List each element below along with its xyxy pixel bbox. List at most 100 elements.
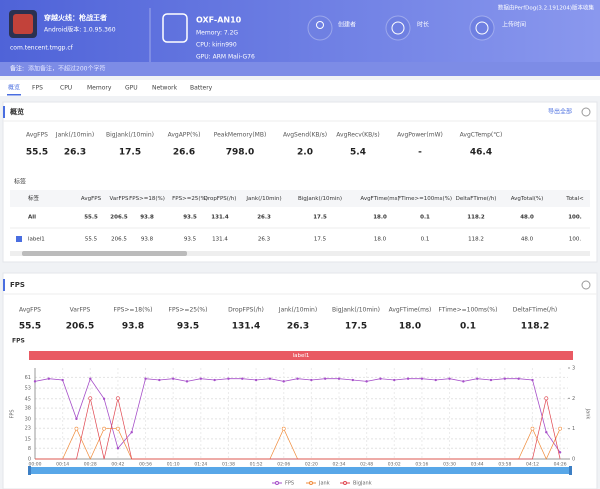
app-name: 穿越火线：枪战王者	[44, 13, 107, 22]
android-version: Android版本: 1.0.95.360	[44, 26, 116, 34]
stat-label: PeakMemory(MB)	[214, 132, 267, 139]
overview-title: 概览	[10, 107, 24, 116]
tab[interactable]: GPU	[125, 85, 138, 92]
data-point	[47, 377, 51, 380]
tab[interactable]: Battery	[190, 85, 213, 92]
table-header-cell: AvgFTime(ms)	[360, 196, 399, 202]
data-point	[558, 451, 562, 454]
stat-label: FPS>=18(%)	[114, 307, 153, 314]
upload-glyph	[475, 21, 489, 35]
stat-label: BigJank(/10min)	[332, 307, 380, 314]
tab[interactable]: Memory	[87, 85, 112, 92]
data-point	[88, 396, 93, 401]
legend-label: FPS	[285, 481, 294, 487]
data-point	[351, 378, 355, 382]
device-gpu: GPU: ARM Mali-G76	[196, 54, 255, 61]
table-cell: All	[28, 215, 36, 221]
data-point	[102, 397, 106, 400]
collapse-button[interactable]	[581, 107, 591, 117]
data-point	[379, 377, 382, 380]
table-title: 标签	[14, 178, 26, 186]
data-point	[227, 377, 230, 380]
stat-label: Jank(/10min)	[55, 132, 94, 139]
legend-marker	[343, 481, 347, 485]
data-point	[241, 377, 244, 380]
y-tick-label: 61	[25, 375, 31, 381]
tab[interactable]: CPU	[60, 85, 72, 92]
app-icon-art	[13, 14, 33, 34]
stat-label: AvgSend(KB/s)	[283, 132, 327, 139]
creator-glyph	[316, 21, 324, 29]
zoom-handle[interactable]	[28, 466, 31, 475]
data-point	[158, 378, 161, 382]
device-name: OXF-AN10	[196, 16, 242, 25]
table-cell: 48.0	[521, 237, 534, 243]
stat-value: 46.4	[470, 148, 492, 158]
y-tick-label: 23	[25, 426, 31, 432]
table-cell: 26.3	[258, 237, 271, 243]
scrollbar-thumb[interactable]	[22, 251, 187, 256]
legend-marker	[275, 481, 279, 485]
stat-label: AvgFTime(ms)	[389, 307, 432, 314]
data-point	[185, 380, 189, 383]
data-point	[462, 380, 465, 383]
duration-icon	[385, 15, 411, 41]
table-cell: 18.0	[373, 215, 387, 221]
notes-input[interactable]: 添加备注，不超过200个字符	[28, 65, 105, 73]
stat-label: VarFPS	[70, 307, 91, 314]
x-tick-label: 02:48	[360, 462, 373, 468]
stat-value: 26.3	[287, 322, 309, 332]
device-memory: Memory: 7.2G	[196, 30, 238, 37]
export-all[interactable]: 导出全部	[548, 108, 572, 116]
table-cell: 17.5	[313, 215, 327, 221]
legend-label: BigJank	[353, 481, 372, 487]
x-tick-label: 00:56	[139, 462, 152, 468]
table-cell: 17.5	[314, 237, 327, 243]
tab[interactable]: 概览	[8, 84, 20, 92]
y-tick-label: 8	[28, 446, 31, 452]
stat-label: Jank(/10min)	[278, 307, 317, 314]
tab[interactable]: FPS	[32, 85, 43, 92]
stat-value: 131.4	[232, 322, 260, 332]
stat-value: 93.8	[122, 322, 144, 332]
x-tick-label: 03:30	[443, 462, 456, 468]
data-point	[281, 426, 286, 431]
x-tick-label: 03:44	[471, 462, 484, 468]
collapse-button[interactable]	[581, 280, 591, 290]
data-point	[310, 378, 313, 382]
x-tick-label: 00:00	[29, 462, 42, 468]
section-marker	[3, 106, 5, 118]
table-header-cell: DropFPS(/h)	[204, 196, 237, 202]
fps-card	[2, 272, 598, 489]
table-header-cell: FPS>=18(%)	[129, 196, 165, 202]
table-header-cell: FTime>=100ms(%)	[398, 196, 452, 202]
series-line	[35, 398, 561, 460]
table-header-cell: AvgTotal(%)	[511, 196, 544, 202]
data-point	[517, 377, 520, 380]
duration-glyph	[391, 21, 405, 35]
notes-bar	[0, 62, 600, 76]
creator-label: 创建者	[338, 21, 356, 29]
x-tick-label: 00:28	[84, 462, 97, 468]
stat-value: 93.5	[177, 322, 199, 332]
checkbox[interactable]	[16, 236, 22, 242]
zoom-handle[interactable]	[569, 466, 572, 475]
table-cell: 118.2	[468, 237, 484, 243]
table-cell: 93.8	[140, 215, 154, 221]
x-tick-label: 02:06	[277, 462, 290, 468]
tab[interactable]: Network	[152, 85, 178, 92]
table-cell: 206.5	[110, 215, 128, 221]
table-header	[10, 190, 590, 207]
data-point	[337, 377, 341, 380]
stat-value: 798.0	[226, 148, 254, 158]
y-tick-label: 15	[25, 436, 31, 442]
zoom-slider[interactable]	[30, 467, 570, 474]
x-tick-label: 04:12	[526, 462, 539, 468]
y-tick-label: 30	[25, 416, 31, 422]
table-cell: 100.	[569, 237, 581, 243]
legend-marker	[309, 481, 313, 485]
stat-value: -	[418, 148, 422, 158]
y2-axis-label: Jank	[585, 408, 591, 420]
data-point	[545, 431, 548, 434]
stat-label: AvgFPS	[26, 132, 48, 139]
